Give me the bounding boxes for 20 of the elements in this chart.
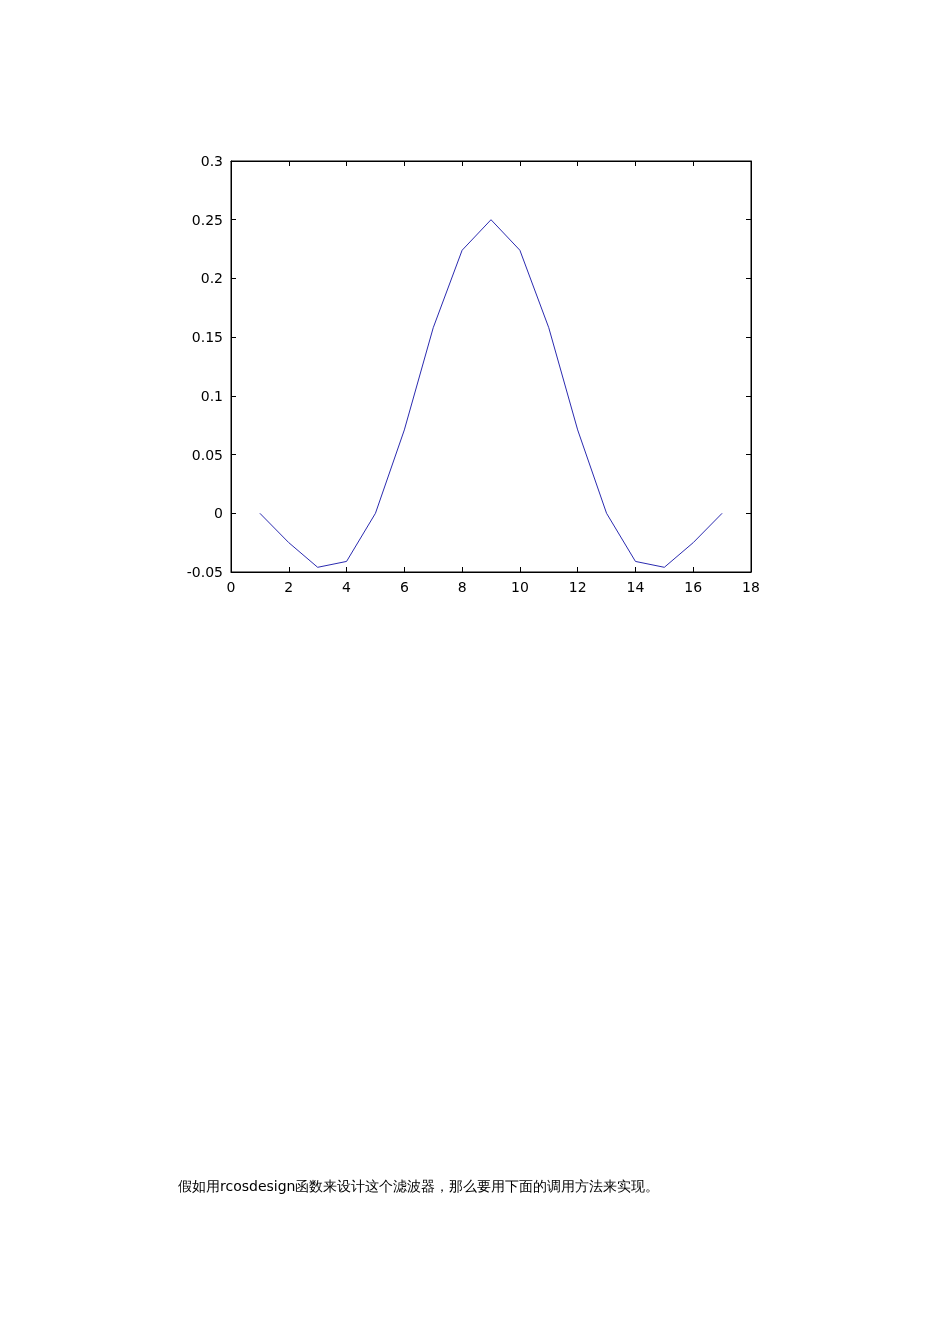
y-tick-label: 0.05 bbox=[191, 446, 223, 463]
x-tick-label: 10 bbox=[510, 579, 529, 595]
text: 假如用rcosdesign函数来设计这个滤波器，那么要用下面的调用方法来实现。 bbox=[178, 1178, 660, 1196]
y-tick-label: -0.05 bbox=[186, 564, 223, 580]
x-tick-label: 6 bbox=[399, 579, 409, 595]
x-tick-label: 2 bbox=[284, 579, 294, 595]
x-tick-label: 18 bbox=[742, 579, 760, 595]
x-tick-label: 8 bbox=[457, 579, 467, 595]
line-series bbox=[259, 219, 723, 568]
x-tick-label: 4 bbox=[342, 579, 352, 595]
y-tick-label: 0.1 bbox=[200, 387, 223, 404]
y-tick-label: 0.25 bbox=[191, 211, 223, 228]
y-tick-label: 0.15 bbox=[191, 329, 223, 346]
x-tick-label: 16 bbox=[684, 579, 703, 595]
x-tick-label: 14 bbox=[626, 579, 645, 595]
x-tick-label: 12 bbox=[568, 579, 587, 595]
x-tick-label: 0 bbox=[226, 579, 236, 595]
y-tick-label: 0.3 bbox=[200, 153, 223, 169]
y-tick-label: 0.2 bbox=[200, 270, 223, 287]
y-tick-label: 0 bbox=[214, 505, 223, 522]
